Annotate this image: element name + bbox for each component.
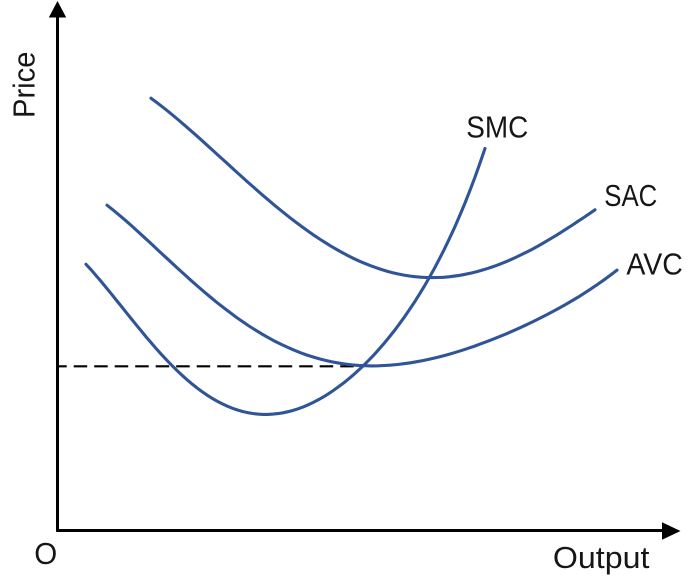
svg-text:SMC: SMC [466, 109, 528, 144]
svg-text:O: O [34, 536, 57, 571]
svg-text:Price: Price [7, 52, 42, 119]
svg-text:Output: Output [553, 540, 650, 575]
svg-text:AVC: AVC [626, 246, 683, 281]
svg-text:SAC: SAC [604, 178, 657, 213]
